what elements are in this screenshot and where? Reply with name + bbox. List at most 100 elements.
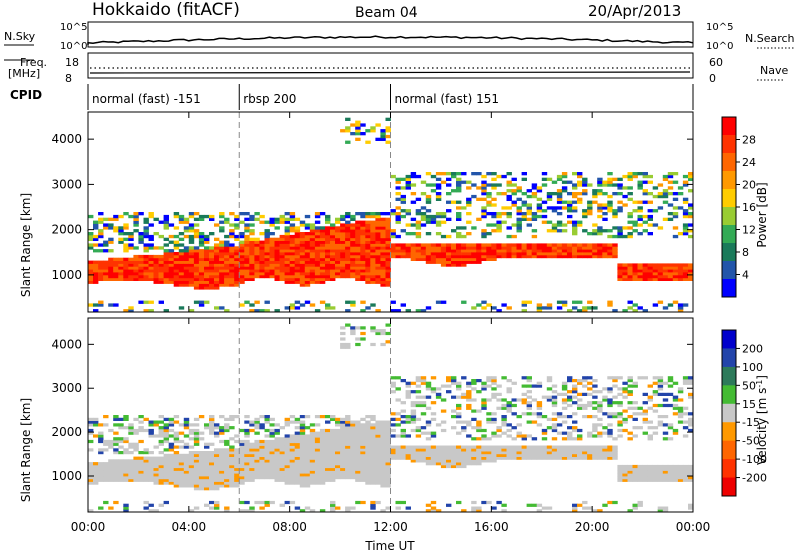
range-gate-cell [118,214,124,219]
range-gate-cell [299,437,306,441]
range-gate-cell [340,254,346,259]
range-gate-cell [582,229,588,233]
range-gate-cell [370,500,376,505]
range-gate-cell [350,420,356,424]
range-gate-cell [516,209,522,213]
range-gate-cell [546,445,553,449]
range-gate-cell [461,246,467,250]
range-gate-cell [435,186,442,190]
range-gate-cell [430,252,437,256]
range-gate-cell [627,266,633,270]
range-gate-cell [637,478,643,482]
range-gate-cell [430,254,437,259]
range-gate-cell [269,473,275,477]
range-gate-cell [309,470,316,474]
range-gate-cell [360,476,366,480]
range-gate-cell [284,249,290,253]
range-gate-cell [193,246,200,250]
range-gate-cell [350,254,356,259]
range-gate-cell [577,174,583,179]
range-gate-cell [385,252,391,256]
range-gate-cell [577,243,583,247]
range-gate-cell [365,445,371,449]
range-gate-cell [98,300,104,304]
range-gate-cell [264,240,270,244]
range-gate-cell [284,234,290,239]
range-gate-cell [239,280,245,284]
range-gate-cell [446,252,452,256]
range-gate-cell [279,234,285,239]
range-gate-cell [264,263,270,267]
range-gate-cell [541,209,548,213]
range-gate-cell [138,420,144,424]
range-gate-cell [476,506,482,510]
range-gate-cell [365,140,371,144]
range-gate-cell [314,260,321,264]
range-gate-cell [688,376,694,380]
range-gate-cell [350,423,356,427]
range-gate-cell [204,503,210,507]
range-gate-cell [93,473,99,477]
range-gate-cell [360,123,366,127]
range-gate-cell [476,451,482,455]
range-gate-cell [501,451,507,455]
range-gate-cell [158,257,164,261]
range-gate-cell [244,234,250,239]
range-gate-cell [289,448,296,452]
range-gate-cell [350,456,356,460]
range-gate-cell [425,209,432,213]
range-gate-cell [461,426,467,430]
range-gate-cell [304,274,311,279]
range-gate-cell [254,462,260,466]
range-gate-cell [335,237,341,241]
range-gate-cell [688,277,694,281]
range-gate-cell [264,451,270,455]
range-gate-cell [304,257,311,261]
range-gate-cell [224,451,230,455]
range-gate-cell [582,177,588,181]
range-gate-cell [289,437,296,441]
range-gate-cell [556,223,563,227]
range-gate-cell [345,272,351,276]
range-gate-cell [289,456,296,460]
range-gate-cell [592,384,598,388]
range-gate-cell [516,243,522,247]
range-gate-cell [259,462,265,466]
range-gate-cell [355,442,361,446]
range-gate-cell [370,329,376,333]
range-gate-cell [234,263,240,267]
range-gate-cell [193,453,200,457]
range-gate-cell [516,249,522,253]
range-gate-cell [284,280,290,284]
range-gate-cell [662,473,669,477]
range-gate-cell [551,423,558,427]
range-gate-cell [425,197,432,201]
range-gate-cell [229,462,235,466]
range-gate-cell [395,448,401,452]
range-gate-cell [335,254,341,259]
range-gate-cell [395,254,401,259]
range-gate-cell [299,442,306,446]
x-tick-label: 12:00 [373,520,408,534]
range-gate-cell [304,464,311,469]
range-gate-cell [385,437,391,441]
range-gate-cell [289,229,296,233]
range-gate-cell [425,183,432,187]
y-tick-label: 3000 [51,177,82,191]
range-gate-cell [546,229,553,233]
range-gate-cell [526,401,532,405]
range-gate-cell [627,177,633,181]
range-gate-cell [400,249,406,253]
range-gate-cell [289,260,296,264]
range-gate-cell [607,203,613,207]
range-gate-cell [667,263,674,267]
range-gate-cell [239,473,245,477]
range-gate-cell [486,200,492,204]
range-gate-cell [456,200,462,204]
range-gate-cell [113,459,119,463]
range-gate-cell [88,478,94,482]
range-gate-cell [204,426,210,430]
range-gate-cell [597,390,603,394]
range-gate-cell [224,476,230,480]
range-gate-cell [577,503,583,507]
